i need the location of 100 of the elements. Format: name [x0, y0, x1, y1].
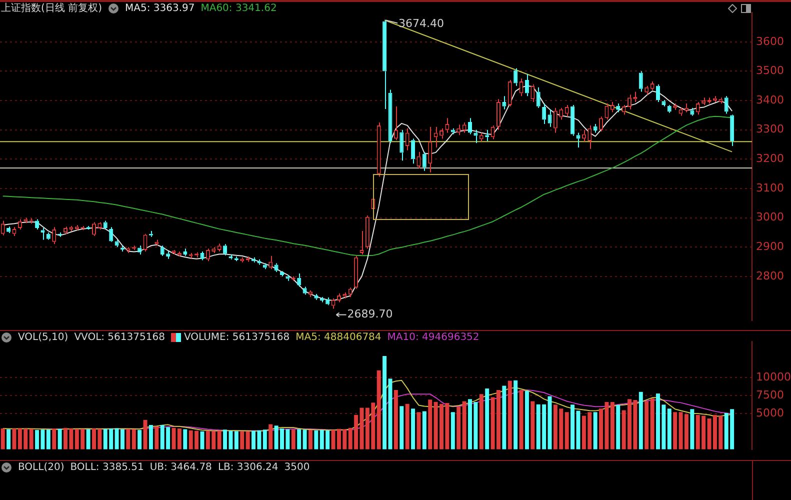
candlestick	[610, 102, 614, 113]
legend-label: VOLUME: 561375168	[184, 331, 290, 344]
candlestick	[673, 102, 678, 110]
candlestick	[445, 118, 450, 134]
candlestick	[490, 124, 495, 140]
candlestick	[496, 98, 500, 130]
bar	[456, 406, 461, 450]
candlestick	[18, 218, 22, 230]
bar	[154, 426, 159, 450]
candlestick	[286, 274, 290, 282]
candlestick	[326, 297, 330, 306]
bar	[673, 412, 678, 450]
candlestick	[416, 151, 421, 170]
bar	[132, 429, 136, 450]
bar	[126, 428, 130, 450]
bar	[183, 429, 188, 450]
y-tick-label: 3600	[756, 34, 784, 48]
bar	[12, 428, 16, 450]
candlestick	[12, 226, 16, 236]
candlestick	[46, 232, 50, 240]
y-tick-label: 2800	[756, 269, 784, 282]
candlestick	[542, 102, 546, 124]
candlestick	[143, 233, 148, 252]
candlestick	[662, 99, 666, 107]
candlestick	[702, 97, 706, 106]
candlestick	[405, 128, 410, 151]
candlestick	[712, 96, 717, 103]
bar	[644, 401, 649, 450]
bar	[394, 390, 398, 450]
candlestick	[667, 104, 672, 114]
bar	[308, 430, 312, 450]
bar	[262, 430, 267, 450]
bar	[86, 429, 90, 450]
bar	[638, 392, 643, 450]
candlestick	[160, 245, 164, 256]
candlestick	[280, 270, 284, 277]
bar	[416, 412, 421, 450]
candlestick	[177, 251, 182, 257]
text: MA5: 488406784	[296, 331, 382, 344]
bar	[428, 400, 432, 450]
candlestick	[262, 262, 267, 270]
text: 3500	[284, 461, 310, 474]
candlestick	[360, 230, 364, 255]
bar	[405, 404, 410, 450]
y-tick-label: 3400	[756, 93, 784, 106]
candlestick	[274, 262, 278, 273]
bar	[143, 420, 148, 450]
y-tick-label: 3500	[756, 64, 784, 78]
bar	[530, 401, 535, 450]
candlestick	[588, 124, 592, 150]
y-tick-label: 3100	[756, 181, 784, 194]
candlestick	[604, 102, 609, 120]
bar	[508, 380, 512, 450]
candlestick	[388, 89, 392, 144]
candlestick	[428, 126, 432, 173]
candlestick	[456, 124, 461, 136]
candlestick	[576, 132, 580, 148]
candlestick	[109, 226, 114, 242]
bar	[514, 380, 518, 450]
bar	[0, 428, 5, 450]
candlestick	[479, 132, 484, 142]
candlestick	[599, 116, 604, 132]
candlestick	[394, 106, 398, 141]
bar	[650, 398, 654, 450]
candlestick	[52, 226, 56, 245]
candlestick	[314, 294, 318, 300]
text: MA5: 3363.97	[124, 2, 195, 15]
candlestick	[553, 107, 558, 134]
candlestick	[400, 129, 404, 162]
bar	[138, 430, 142, 450]
candlestick	[183, 248, 188, 256]
candlestick	[0, 220, 5, 236]
bar	[593, 412, 598, 450]
candlestick	[559, 107, 564, 120]
text: BOLL(20)	[18, 461, 64, 474]
bar	[52, 428, 56, 450]
candlestick	[514, 68, 518, 86]
candlestick	[690, 107, 694, 116]
candlestick	[92, 222, 96, 236]
bar	[6, 429, 11, 450]
bar	[240, 431, 244, 450]
candlestick	[411, 138, 416, 164]
y-tick-label: 7500	[756, 388, 784, 402]
candlestick	[462, 122, 466, 134]
bar	[485, 388, 490, 450]
candlestick	[650, 80, 654, 91]
candlestick	[718, 97, 723, 104]
candlestick	[297, 272, 302, 288]
candlestick	[354, 255, 358, 290]
candlestick	[206, 248, 210, 262]
candlestick	[622, 104, 626, 116]
candlestick	[172, 250, 176, 255]
candlestick	[530, 84, 535, 103]
bar	[616, 404, 620, 450]
candlestick	[69, 226, 74, 232]
bar	[450, 412, 455, 450]
bar	[297, 429, 302, 450]
candlestick	[644, 85, 649, 96]
candlestick	[684, 102, 688, 113]
candlestick	[342, 292, 347, 299]
